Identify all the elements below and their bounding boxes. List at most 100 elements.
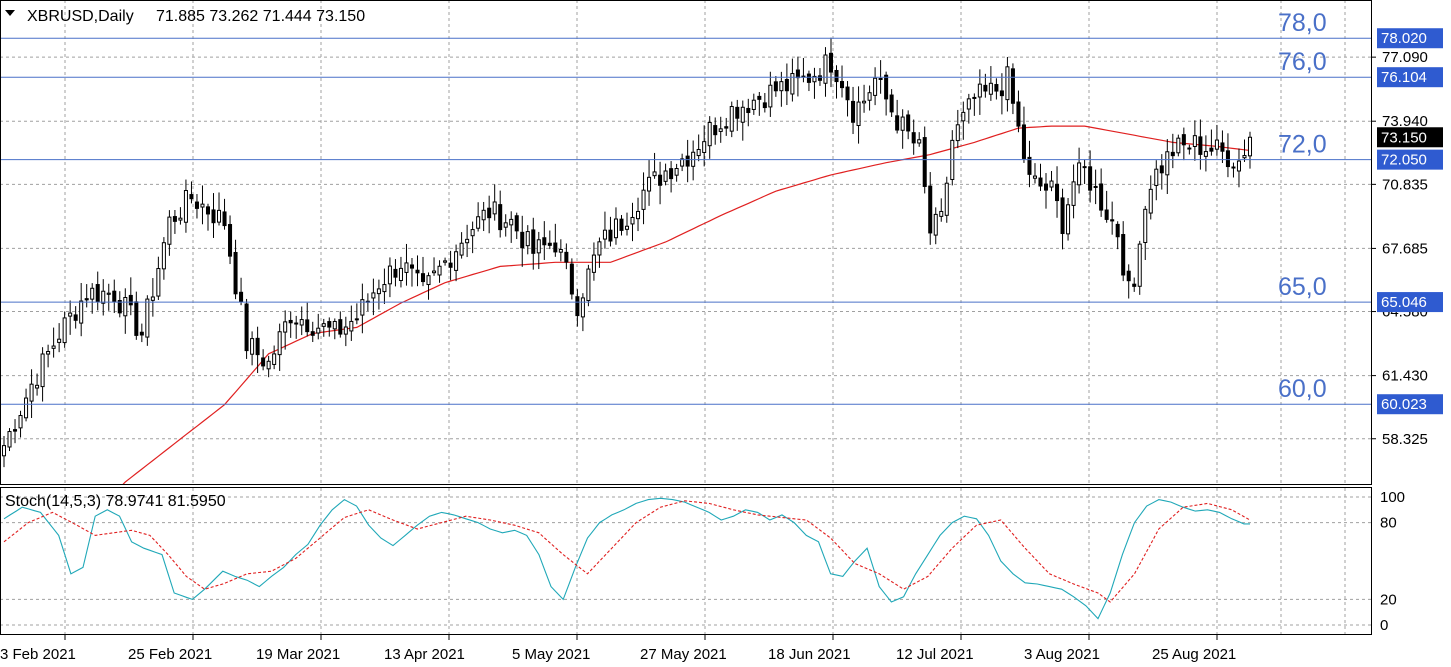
candle xyxy=(371,278,376,316)
candle xyxy=(862,84,867,113)
candle xyxy=(806,70,811,92)
candle xyxy=(101,279,106,316)
candle xyxy=(1143,205,1148,260)
candle xyxy=(1,436,7,468)
date-tick: 25 Feb 2021 xyxy=(128,646,212,663)
level-label: 72,0 xyxy=(1278,131,1327,159)
candle xyxy=(272,345,277,370)
candle xyxy=(172,210,177,234)
stochastic-signal-line xyxy=(3,500,1251,603)
svg-text:72.050: 72.050 xyxy=(1381,152,1427,169)
svg-text:76.104: 76.104 xyxy=(1381,69,1427,86)
candle xyxy=(217,192,222,226)
candle xyxy=(1247,131,1253,169)
candle xyxy=(1231,162,1236,178)
candle xyxy=(558,239,563,262)
candle xyxy=(415,255,420,287)
date-tick: 18 Jun 2021 xyxy=(768,646,851,663)
candle xyxy=(24,388,29,422)
candle xyxy=(79,282,84,337)
candle xyxy=(283,310,288,350)
candle xyxy=(454,244,459,282)
candle xyxy=(547,230,552,250)
svg-text:78.020: 78.020 xyxy=(1381,30,1427,47)
candle xyxy=(420,256,426,287)
stochastic-layer xyxy=(3,497,1251,620)
candle xyxy=(939,198,944,222)
candle xyxy=(801,57,806,83)
ohlc-values: 71.885 73.262 71.444 73.150 xyxy=(156,8,365,25)
candle xyxy=(751,93,756,115)
stochastic-title: Stoch(14,5,3) 78.9741 81.5950 xyxy=(5,493,226,510)
candle xyxy=(327,317,332,337)
candle xyxy=(498,190,503,238)
candle xyxy=(487,195,492,234)
candle xyxy=(586,264,591,307)
candle xyxy=(156,256,161,300)
candle xyxy=(128,277,133,316)
candle xyxy=(983,73,988,98)
price-boxes: 78.020 76.104 72.050 65.046 60.023 73.150 xyxy=(1377,28,1443,415)
candle xyxy=(1148,175,1153,220)
candle xyxy=(591,242,596,281)
level-price-box: 60.023 xyxy=(1377,394,1443,415)
candle xyxy=(531,217,536,270)
candle xyxy=(57,323,62,353)
candle xyxy=(387,257,392,298)
candle xyxy=(1032,163,1037,184)
candle xyxy=(310,321,315,343)
candle xyxy=(889,89,894,117)
candle xyxy=(321,318,326,337)
candle xyxy=(200,185,205,225)
candle xyxy=(696,134,701,162)
candle xyxy=(288,311,293,338)
candle xyxy=(161,237,166,280)
candle xyxy=(669,161,674,193)
candle xyxy=(73,306,78,329)
price-tick: 77.090 xyxy=(1382,49,1428,66)
candle xyxy=(509,211,514,243)
candle xyxy=(928,172,933,245)
candle xyxy=(1016,90,1021,133)
last-price-box: 73.150 xyxy=(1377,127,1443,148)
candle xyxy=(999,73,1004,115)
candle xyxy=(1198,119,1203,170)
candle xyxy=(194,194,199,219)
candle xyxy=(845,81,850,117)
candle xyxy=(1110,201,1115,235)
level-price-box: 65.046 xyxy=(1377,292,1443,313)
candle xyxy=(580,293,585,332)
candle xyxy=(647,160,652,206)
candle xyxy=(343,316,348,347)
candle xyxy=(1055,166,1060,218)
candle xyxy=(18,410,23,438)
candle xyxy=(762,93,767,113)
candle xyxy=(354,303,359,325)
level-label: 60,0 xyxy=(1278,375,1327,403)
stochastic-tick: 0 xyxy=(1380,617,1388,634)
candle xyxy=(613,207,618,245)
candle xyxy=(1121,221,1126,282)
candle xyxy=(294,315,299,339)
candle xyxy=(349,305,354,341)
candle xyxy=(46,344,51,368)
candle xyxy=(189,181,194,204)
candle xyxy=(68,300,73,335)
candle xyxy=(1242,139,1247,162)
candle xyxy=(1043,173,1049,209)
candle xyxy=(1099,168,1104,217)
candle xyxy=(233,239,238,300)
candle xyxy=(873,67,878,106)
candle xyxy=(691,140,696,181)
candle xyxy=(305,302,310,337)
moving-average-line xyxy=(122,125,1251,484)
level-price-box: 72.050 xyxy=(1377,149,1443,170)
chart-menu-triangle-icon[interactable] xyxy=(5,10,15,16)
candle xyxy=(266,355,271,378)
candle xyxy=(432,257,437,276)
candle xyxy=(900,109,905,149)
candle xyxy=(134,291,139,340)
candle xyxy=(228,215,233,265)
candle xyxy=(652,152,657,179)
